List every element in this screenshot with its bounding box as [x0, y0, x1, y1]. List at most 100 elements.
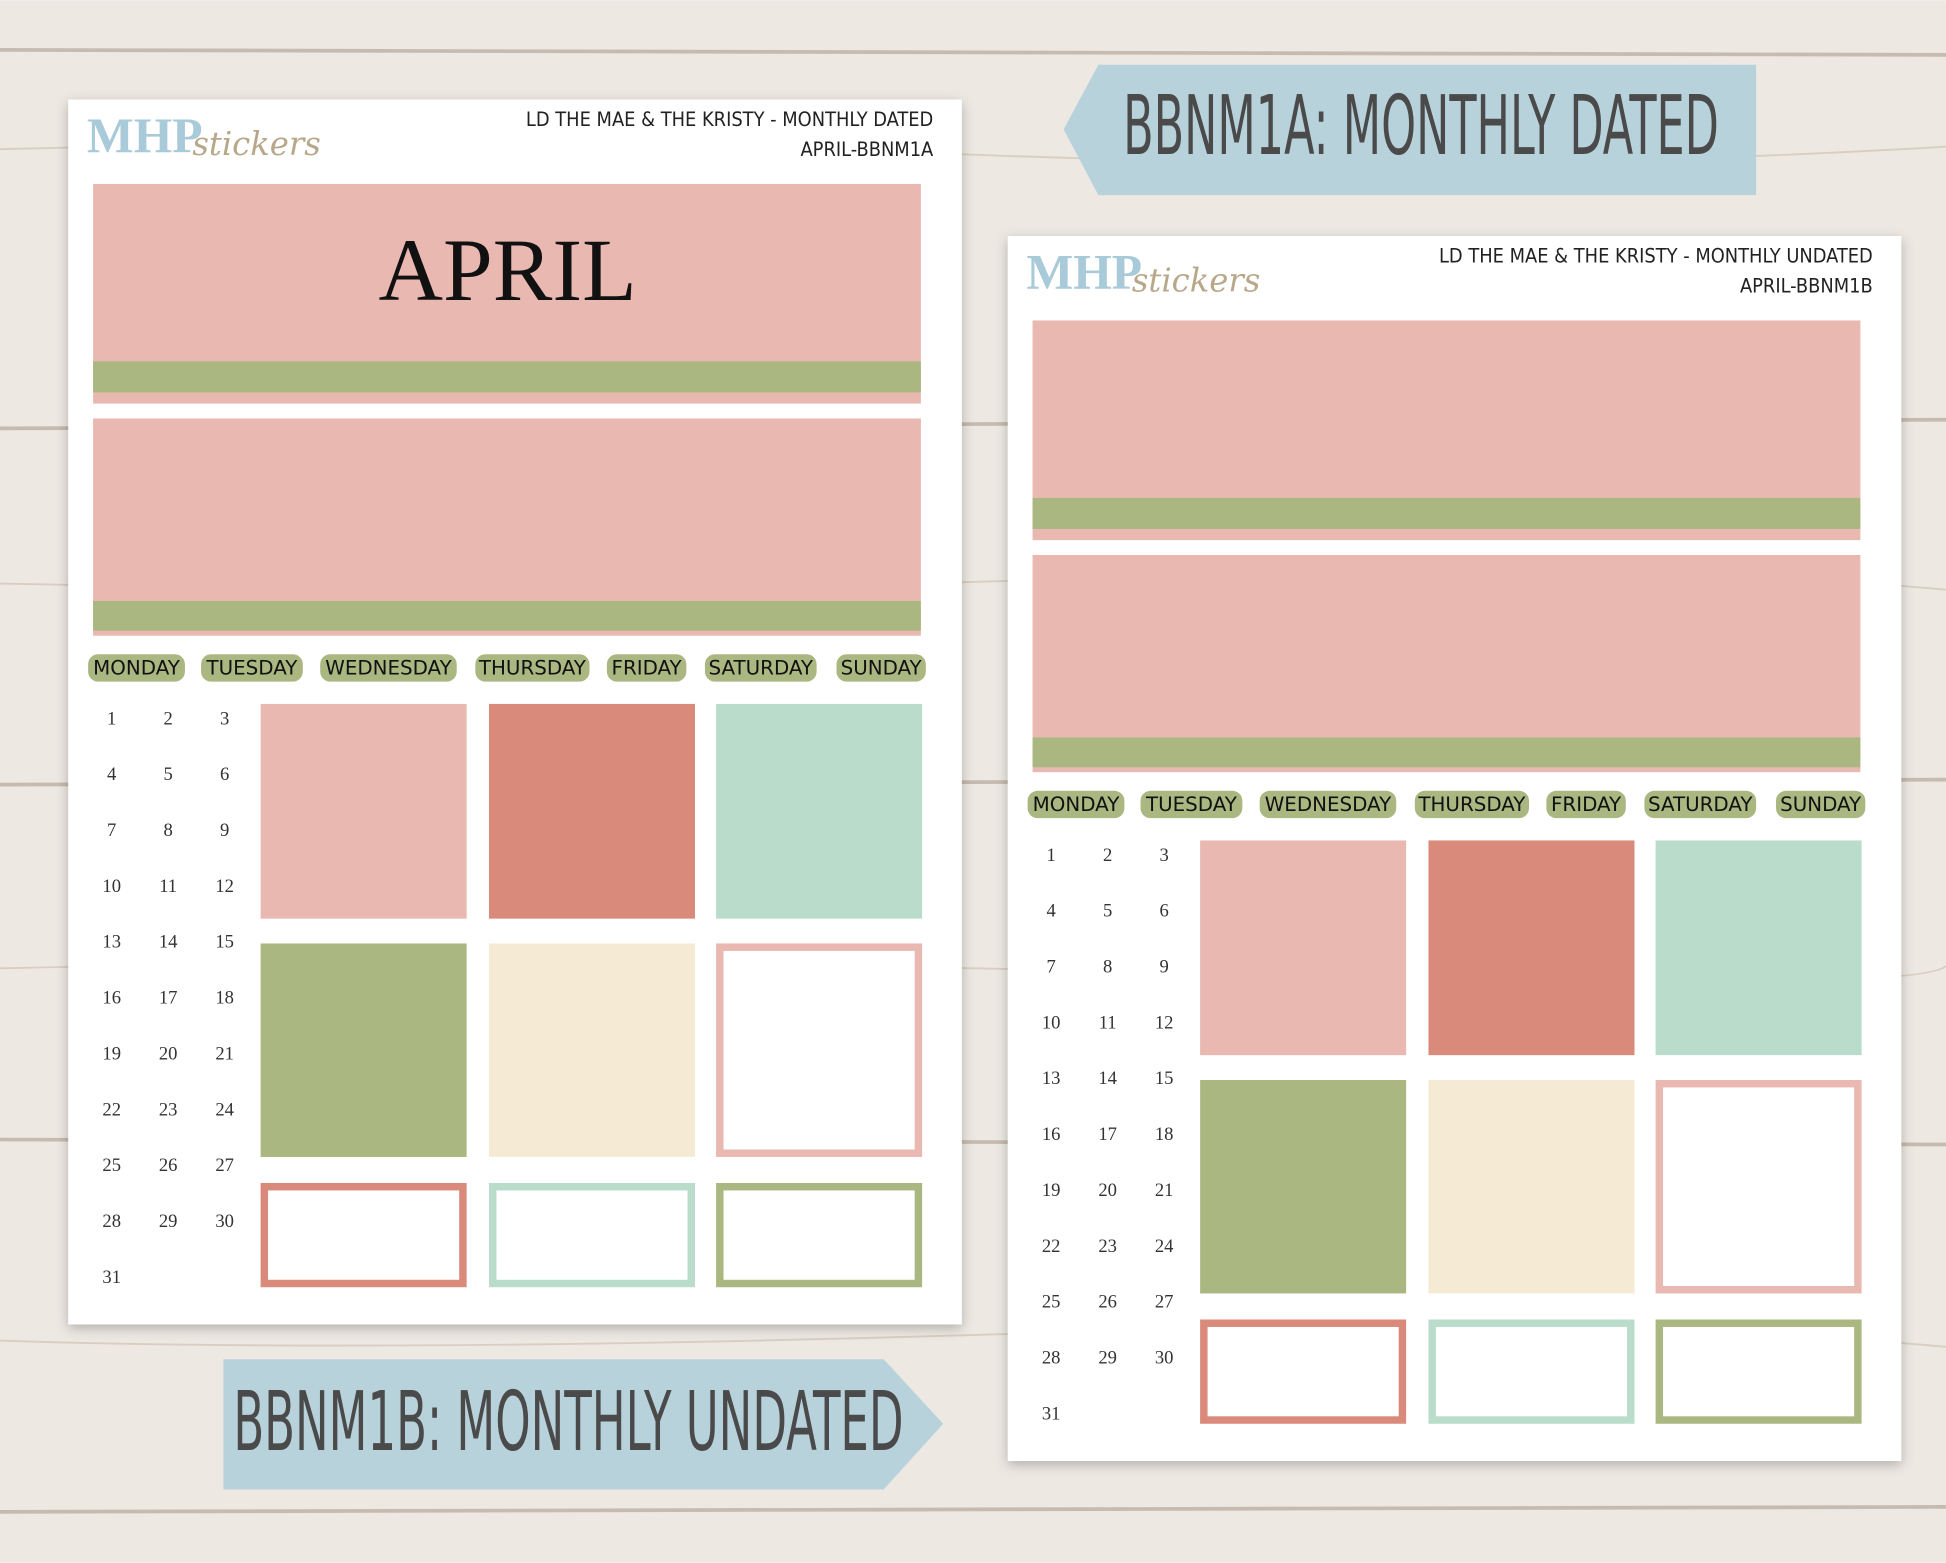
date-number: 3 [220, 708, 229, 729]
date-number: 14 [1098, 1068, 1117, 1089]
sheet-code: APRIL-BBNM1A [800, 138, 934, 161]
full-box [488, 943, 695, 1157]
banner-stripe [1032, 497, 1861, 529]
weekday-label: SUNDAY [1780, 793, 1862, 816]
date-number: 13 [1042, 1068, 1061, 1089]
date-number: 6 [1159, 901, 1168, 922]
frame-box [1200, 1319, 1407, 1424]
date-number: 5 [164, 764, 173, 785]
date-number: 21 [215, 1043, 234, 1064]
full-box [260, 943, 467, 1157]
date-number: 18 [215, 988, 234, 1009]
weekday-label: WEDNESDAY [1265, 793, 1392, 816]
weekday-label: MONDAY [93, 657, 181, 680]
date-number: 30 [1155, 1347, 1174, 1368]
date-number: 28 [1042, 1347, 1061, 1368]
weekday-pill [201, 654, 303, 682]
weekday-label: SATURDAY [1648, 793, 1753, 816]
label-tag [1063, 64, 1757, 196]
full-box [1428, 1079, 1635, 1294]
date-number: 10 [102, 876, 121, 897]
weekday-pill [1140, 790, 1243, 819]
date-number: 24 [215, 1099, 234, 1120]
weekday-label: MONDAY [1033, 793, 1121, 816]
full-box [488, 703, 695, 919]
date-number: 2 [164, 708, 173, 729]
date-number: 9 [220, 820, 229, 841]
full-box [260, 703, 467, 919]
date-number: 30 [215, 1211, 234, 1232]
banner-stripe [93, 600, 921, 631]
full-box [716, 703, 923, 919]
date-number: 11 [159, 876, 177, 897]
date-number: 8 [1103, 957, 1112, 978]
month-title: APRIL [379, 221, 637, 320]
weekday-label: THURSDAY [1417, 793, 1526, 816]
date-number: 19 [1042, 1180, 1061, 1201]
banner [1032, 555, 1861, 773]
brand-logo: MHP [1026, 244, 1142, 299]
weekday-label: FRIDAY [1551, 793, 1622, 816]
weekday-label: SUNDAY [841, 657, 923, 680]
date-number: 25 [1042, 1292, 1061, 1313]
brand-script: stickers [1132, 262, 1260, 300]
date-number: 24 [1155, 1236, 1174, 1257]
date-number: 27 [1155, 1292, 1174, 1313]
weekday-pill [1027, 790, 1125, 819]
brand-logo: MHP [87, 108, 203, 163]
date-number: 2 [1103, 845, 1112, 866]
date-number: 26 [1098, 1292, 1117, 1313]
date-number: 17 [159, 988, 178, 1009]
frame-box [488, 1182, 695, 1288]
weekday-pill [1546, 790, 1626, 819]
weekday-pill [1775, 790, 1866, 819]
date-number: 8 [164, 820, 173, 841]
date-number: 12 [1155, 1012, 1174, 1033]
date-number: 25 [102, 1155, 121, 1176]
weekday-pill [1259, 790, 1397, 819]
date-number: 7 [1047, 957, 1056, 978]
weekday-pill [836, 654, 926, 682]
weekday-label: THURSDAY [478, 657, 587, 680]
sheet-title: LD THE MAE & THE KRISTY - MONTHLY DATED [526, 108, 933, 131]
date-number: 13 [102, 932, 121, 953]
date-number: 19 [102, 1043, 121, 1064]
date-number: 9 [1159, 957, 1168, 978]
date-number: 27 [215, 1155, 234, 1176]
date-number: 18 [1155, 1124, 1174, 1145]
date-number: 14 [159, 932, 178, 953]
date-number: 26 [159, 1155, 178, 1176]
date-number: 1 [1047, 845, 1056, 866]
date-number: 11 [1099, 1012, 1117, 1033]
label-undated: BBNM1B: MONTHLY UNDATED [233, 1375, 903, 1470]
date-number: 15 [1155, 1068, 1174, 1089]
date-number: 12 [215, 876, 234, 897]
banner-stripe [1032, 737, 1861, 768]
weekday-pill [1644, 790, 1757, 819]
weekday-label: SATURDAY [709, 657, 814, 680]
frame-box [1655, 1319, 1862, 1424]
weekday-pill [704, 654, 817, 682]
date-number: 5 [1103, 901, 1112, 922]
full-box [1200, 840, 1407, 1056]
weekday-pill [320, 654, 457, 682]
date-number: 3 [1159, 845, 1168, 866]
weekday-label: TUESDAY [1145, 793, 1238, 816]
full-box [1200, 1079, 1407, 1294]
date-number: 21 [1155, 1180, 1174, 1201]
frame-box [716, 1182, 923, 1288]
weekday-pill [475, 654, 590, 682]
date-number: 28 [102, 1211, 121, 1232]
date-number: 23 [159, 1099, 178, 1120]
date-number: 16 [102, 988, 121, 1009]
date-number: 29 [159, 1211, 178, 1232]
date-number: 23 [1098, 1236, 1117, 1257]
weekday-pill [88, 654, 185, 682]
weekday-pill [606, 654, 687, 682]
full-box [1428, 840, 1635, 1056]
date-number: 29 [1098, 1347, 1117, 1368]
